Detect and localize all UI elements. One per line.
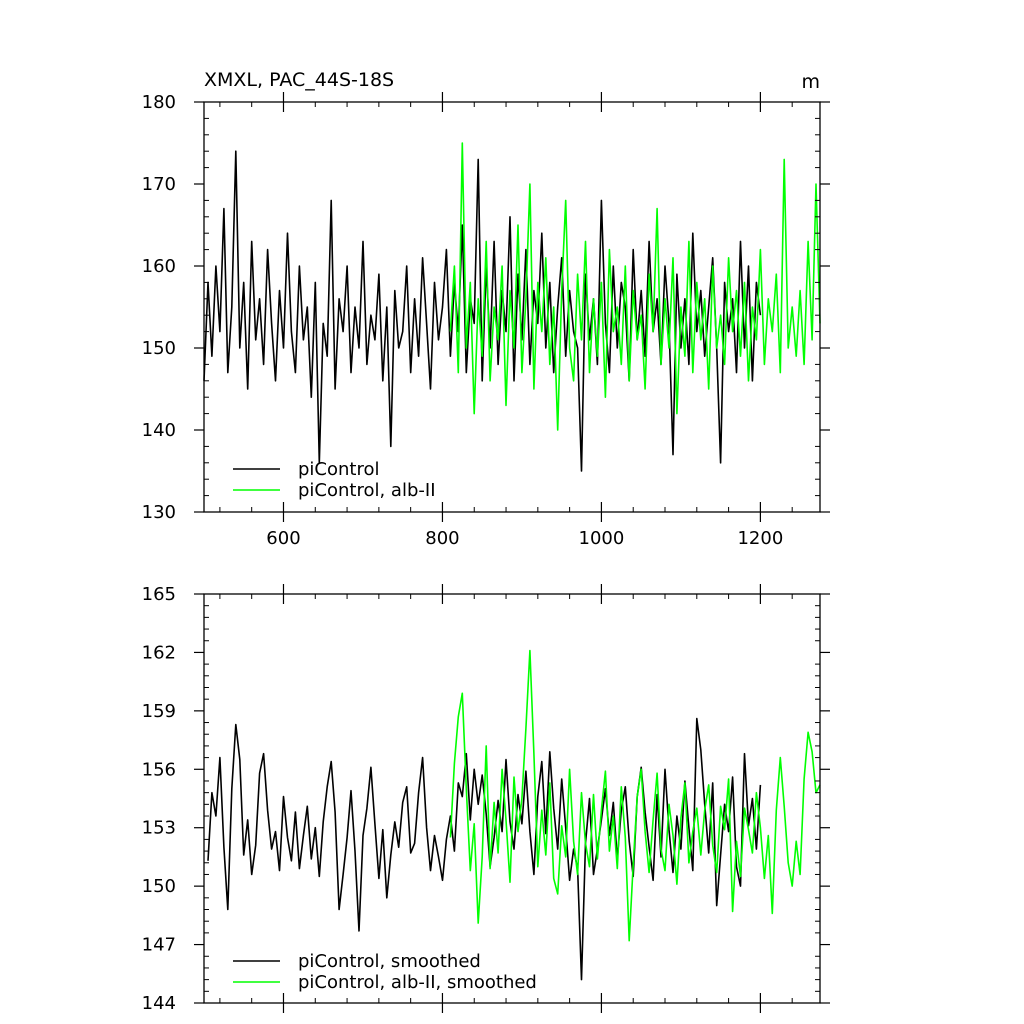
axes: 144 147 150 153 156 159 162 165 — [142, 584, 830, 1014]
y-tick-label: 159 — [142, 701, 176, 722]
units-label: m — [801, 71, 820, 93]
series-line-1 — [449, 142, 821, 431]
y-tick-label: 153 — [142, 818, 176, 839]
legend-label-picontrol-alb-ii: piControl, alb-II — [298, 480, 436, 501]
axes: 600 800 1000 1200 130 140 150 160 170 180 — [142, 92, 830, 549]
y-tick-label: 140 — [142, 420, 176, 441]
y-tick-label: 170 — [142, 174, 176, 195]
legend: piControl, smoothed piControl, alb-II, s… — [233, 951, 537, 993]
legend-label-picontrol-smoothed: piControl, smoothed — [298, 951, 481, 972]
bottom-chart: 144 147 150 153 156 159 162 165 piControl, smoo… — [142, 584, 830, 1014]
legend: piControl piControl, alb-II — [233, 459, 436, 501]
series-group — [207, 649, 821, 981]
y-tick-label: 160 — [142, 256, 176, 277]
y-tick-label: 180 — [142, 92, 176, 113]
series-line-1 — [449, 649, 821, 942]
series-line-0 — [203, 150, 762, 472]
chart-title: XMXL, PAC_44S-18S — [204, 69, 394, 91]
x-tick-label: 1200 — [737, 528, 783, 549]
y-tick-label: 165 — [142, 584, 176, 605]
x-tick-label: 1000 — [579, 528, 625, 549]
plot-frame — [203, 593, 821, 1004]
top-chart: XMXL, PAC_44S-18S m 600 800 1000 1200 130 140… — [142, 69, 830, 549]
legend-label-picontrol: piControl — [298, 459, 380, 480]
y-tick-label: 150 — [142, 876, 176, 897]
y-tick-label: 150 — [142, 338, 176, 359]
y-tick-label: 144 — [142, 993, 176, 1014]
x-tick-label: 800 — [425, 528, 459, 549]
series-line-0 — [207, 717, 762, 981]
y-tick-label: 156 — [142, 759, 176, 780]
series-group — [203, 142, 821, 472]
y-tick-label: 147 — [142, 935, 176, 956]
x-tick-label: 600 — [266, 528, 300, 549]
legend-label-picontrol-alb-ii-smoothed: piControl, alb-II, smoothed — [298, 972, 537, 993]
y-tick-label: 130 — [142, 502, 176, 523]
plot-frame — [203, 101, 821, 513]
y-tick-label: 162 — [142, 642, 176, 663]
